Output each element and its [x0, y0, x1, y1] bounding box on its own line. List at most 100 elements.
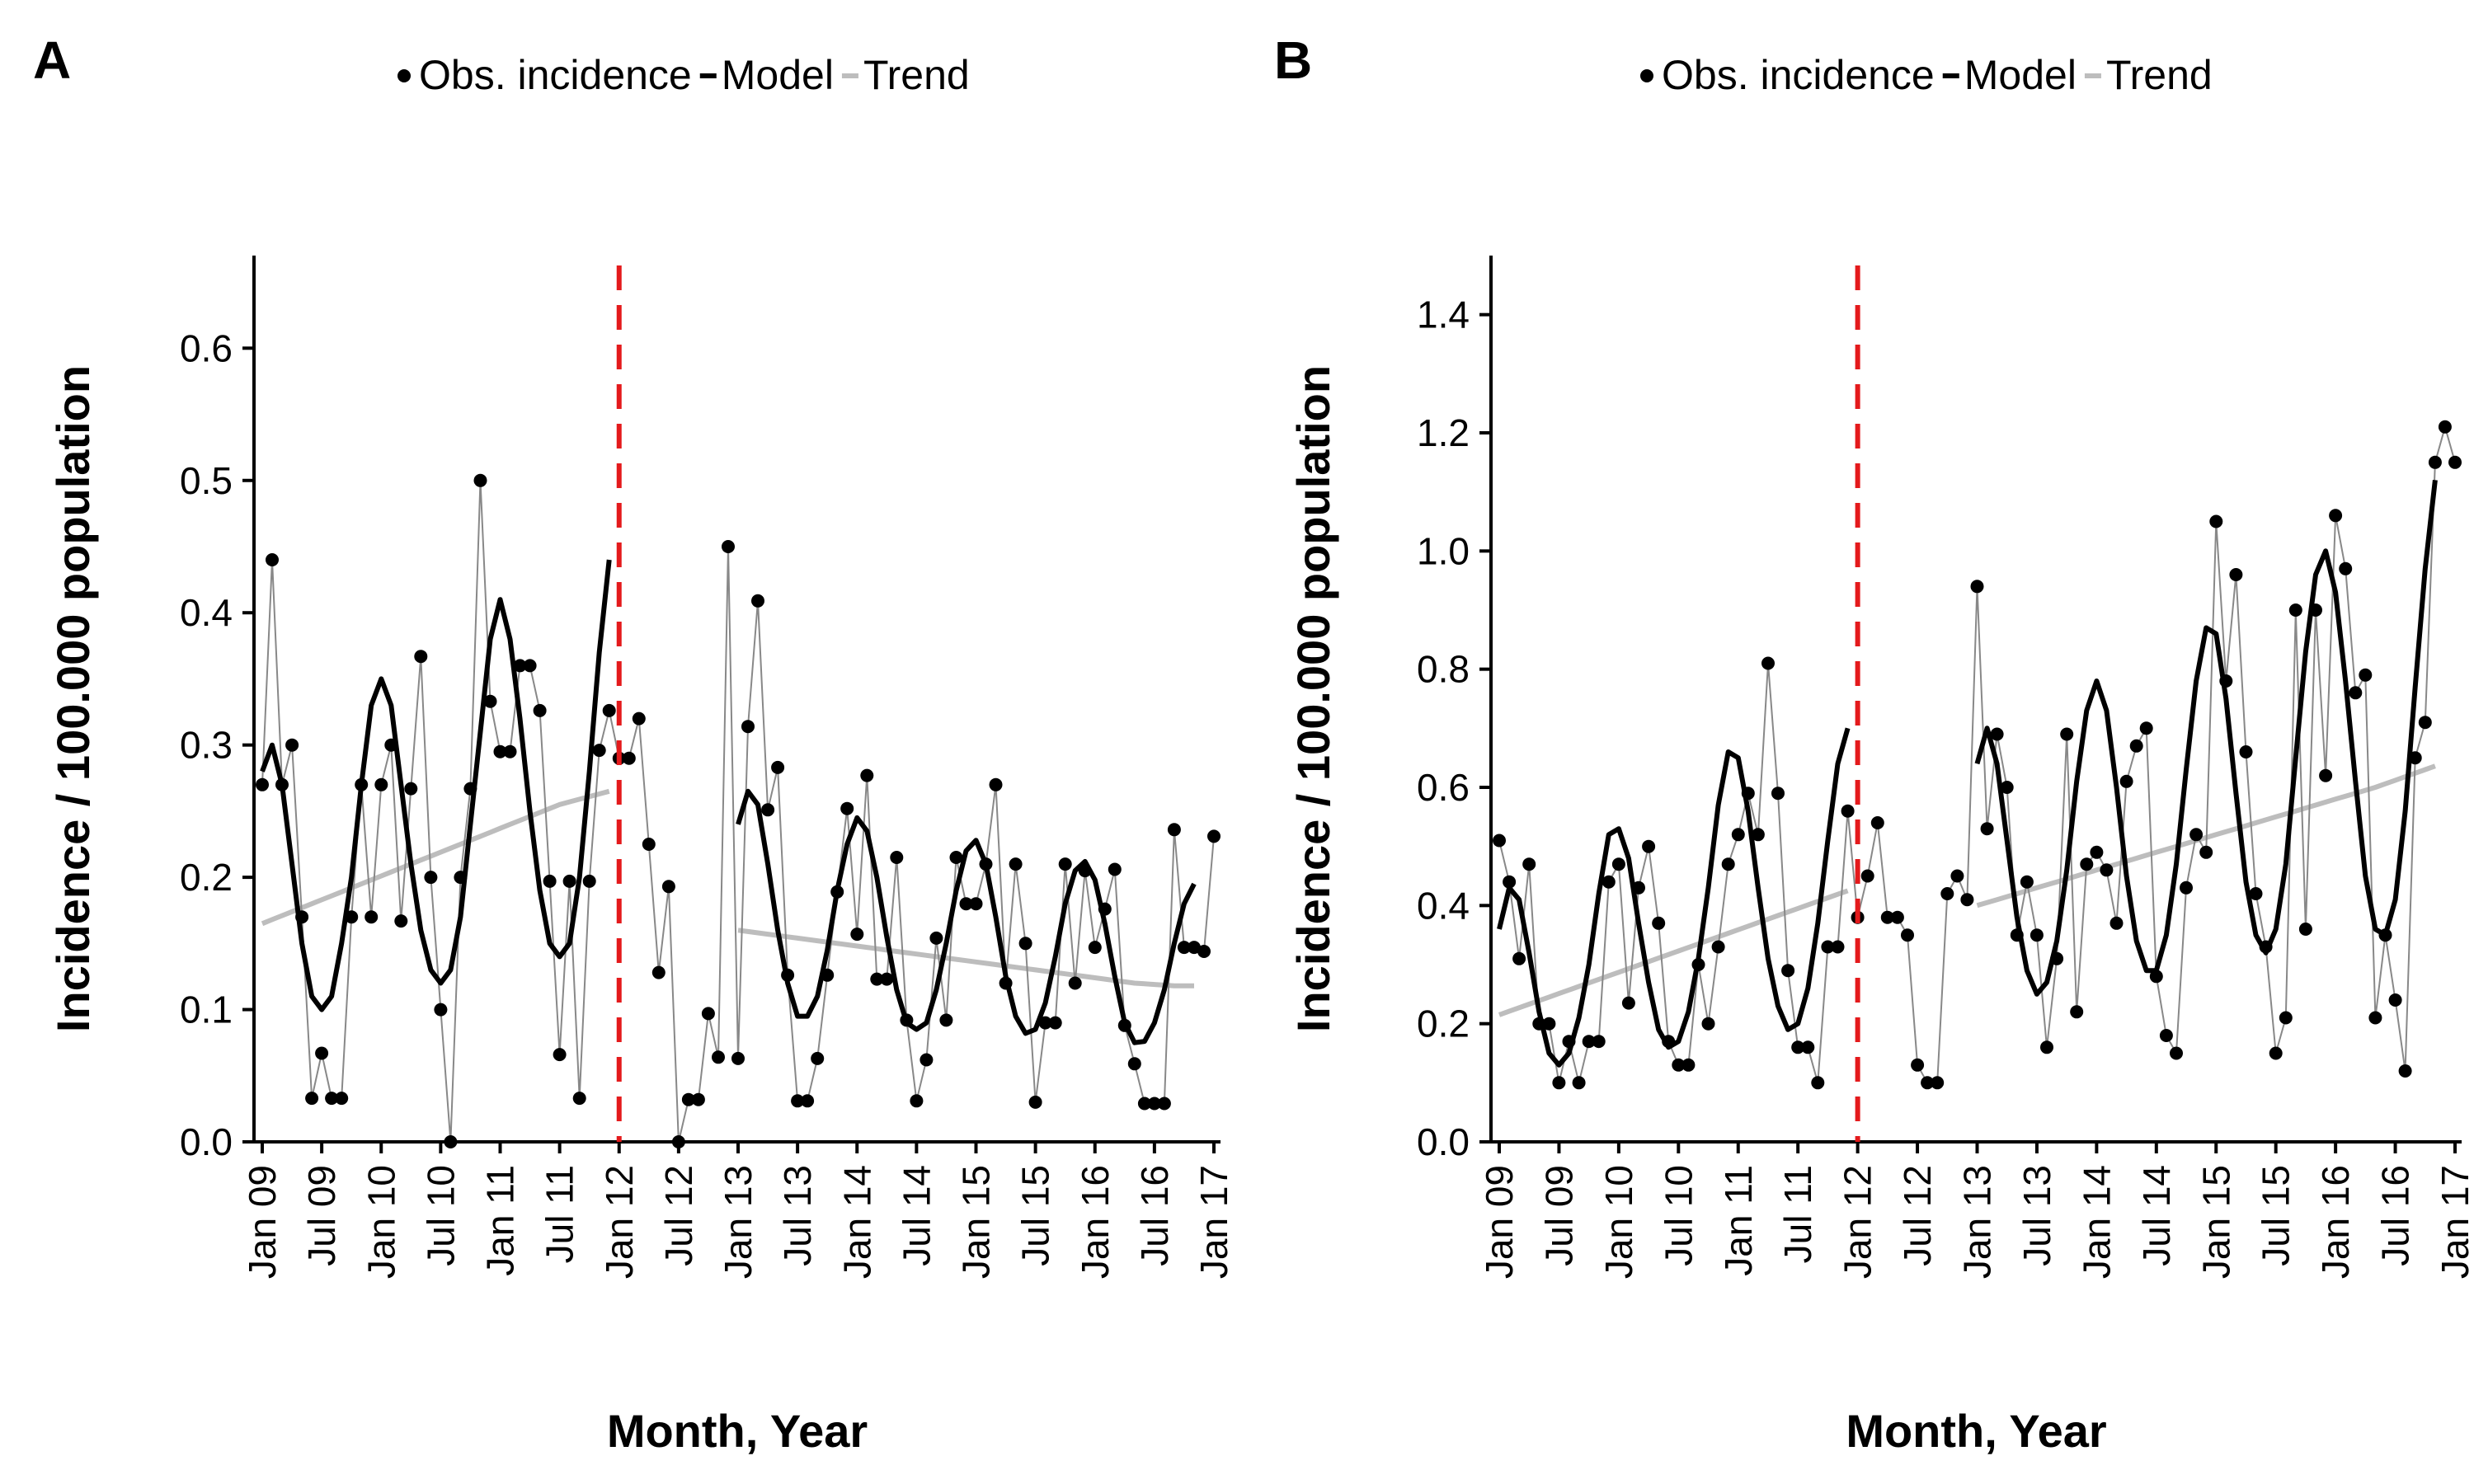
legend-obs-label: Obs. incidence: [419, 52, 692, 98]
x-tick-label: Jan 15: [955, 1165, 998, 1279]
obs-point: [1207, 829, 1221, 843]
legend-obs-marker: [397, 69, 411, 82]
y-tick-label: 0.1: [180, 989, 233, 1031]
obs-point: [671, 1135, 685, 1148]
obs-point: [722, 540, 735, 553]
x-tick-label: Jan 16: [1074, 1165, 1117, 1279]
x-tick-label: Jan 12: [1837, 1165, 1879, 1279]
obs-point: [1711, 940, 1725, 954]
obs-point: [989, 777, 1003, 791]
obs-point: [999, 976, 1013, 990]
legend-obs-label: Obs. incidence: [1662, 52, 1935, 98]
x-tick-label: Jul 09: [300, 1165, 343, 1266]
obs-point: [2060, 727, 2074, 741]
obs-point: [2309, 603, 2322, 617]
obs-point: [2339, 561, 2353, 575]
obs-point: [2199, 845, 2213, 859]
obs-point: [1592, 1035, 1606, 1049]
y-axis-title: Incidence / 100.000 population: [47, 365, 99, 1032]
y-tick-label: 0.4: [1417, 884, 1470, 927]
obs-point: [434, 1003, 448, 1017]
obs-point: [2189, 828, 2204, 842]
obs-point: [493, 744, 507, 758]
obs-point: [870, 972, 884, 986]
obs-point: [2159, 1029, 2173, 1042]
obs-point: [2129, 739, 2143, 753]
obs-point: [1177, 941, 1191, 955]
x-tick-label: Jul 10: [419, 1165, 462, 1266]
obs-point: [860, 768, 874, 782]
x-tick-label: Jul 12: [657, 1165, 700, 1266]
legend: Obs. incidence Model Trend: [397, 52, 970, 98]
x-tick-label: Jul 11: [1776, 1165, 1819, 1263]
x-axis-title: Month, Year: [607, 1405, 868, 1457]
obs-point: [2070, 1005, 2084, 1019]
obs-point: [1701, 1017, 1715, 1031]
panel-tag: A: [33, 31, 71, 90]
obs-point: [1108, 862, 1122, 876]
obs-point: [681, 1092, 695, 1106]
obs-point: [1562, 1035, 1576, 1049]
obs-point: [1532, 1017, 1546, 1031]
obs-point: [1811, 1076, 1825, 1090]
x-tick-label: Jan 17: [2434, 1165, 2474, 1279]
obs-point: [1038, 1016, 1052, 1030]
obs-point: [1028, 1095, 1042, 1109]
obs-point: [821, 968, 835, 982]
obs-point: [2010, 928, 2024, 942]
obs-point: [384, 738, 398, 752]
obs-point: [1821, 940, 1835, 954]
obs-point: [2438, 420, 2452, 434]
obs-point: [632, 711, 646, 726]
obs-point: [1662, 1035, 1676, 1049]
trend-line: [737, 928, 1194, 989]
obs-point: [1980, 822, 1994, 836]
panel-b: B Obs. incidence Model Trend 0.0 0.2 0.4 0.6 0.8…: [1274, 31, 2474, 1457]
y-tick-label: 1.0: [1417, 529, 1470, 572]
obs-point: [701, 1007, 715, 1021]
obs-point: [1960, 893, 1974, 907]
obs-point: [2428, 455, 2442, 469]
model-line: [260, 559, 612, 1012]
obs-point: [731, 1051, 745, 1065]
obs-point: [1921, 1076, 1935, 1090]
obs-point: [1781, 964, 1795, 978]
obs-point: [2109, 916, 2124, 930]
panel-tag: B: [1274, 31, 1312, 90]
obs-point: [1611, 857, 1625, 871]
obs-point: [929, 931, 943, 945]
obs-point: [2219, 674, 2233, 688]
obs-point: [572, 1092, 586, 1106]
obs-point: [1127, 1057, 1141, 1071]
obs-point: [1078, 864, 1092, 878]
obs-point: [473, 473, 487, 487]
obs-point: [741, 720, 755, 734]
obs-point: [691, 1092, 705, 1106]
obs-point: [1672, 1058, 1686, 1072]
obs-point: [1098, 902, 1112, 916]
obs-point: [622, 751, 636, 765]
obs-point: [2040, 1040, 2053, 1054]
obs-point: [2090, 845, 2104, 859]
obs-point: [1771, 787, 1785, 801]
obs-point: [1602, 875, 1616, 889]
x-tick-label: Jul 13: [2015, 1165, 2058, 1266]
obs-point: [2298, 923, 2312, 936]
obs-point: [315, 1046, 329, 1060]
obs-point: [602, 703, 616, 717]
obs-point: [1503, 875, 1517, 889]
x-tick-label: Jan 17: [1192, 1165, 1235, 1279]
obs-point: [2398, 1064, 2412, 1078]
obs-point: [266, 553, 279, 566]
legend-trend-label: Trend: [863, 52, 970, 98]
obs-point: [2368, 1011, 2382, 1025]
obs-point: [335, 1092, 349, 1106]
obs-point: [2180, 881, 2193, 895]
obs-point: [1048, 1016, 1062, 1030]
obs-point: [2329, 509, 2343, 523]
x-tick-label: Jan 10: [1597, 1165, 1640, 1279]
obs-point: [1188, 941, 1201, 955]
x-tick-label: Jan 14: [2075, 1165, 2118, 1279]
obs-point: [2239, 745, 2253, 758]
obs-point: [2080, 857, 2094, 871]
